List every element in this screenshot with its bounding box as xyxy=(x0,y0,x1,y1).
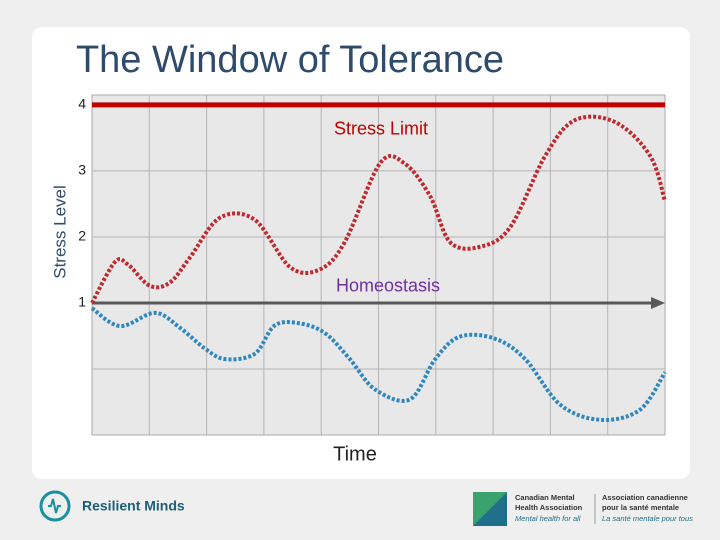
logo-text: Health Association xyxy=(515,503,583,512)
right-logo: Canadian Mental Health Association Menta… xyxy=(473,492,693,526)
logo-icon xyxy=(473,492,507,526)
logo-text: Mental health for all xyxy=(515,514,581,523)
logo-text: pour la santé mentale xyxy=(602,503,679,512)
plot: 1 2 3 4 Stress Limit Homeostasis xyxy=(78,94,667,436)
x-axis-label: Time xyxy=(333,443,377,465)
logo-text: Canadian Mental xyxy=(515,493,575,502)
y-tick-label: 3 xyxy=(78,162,86,178)
left-logo: Resilient Minds xyxy=(39,490,185,522)
logo-text: Association canadienne xyxy=(602,493,688,502)
series-line xyxy=(90,306,667,422)
y-tick-label: 4 xyxy=(78,96,86,112)
logo-icon xyxy=(48,498,61,514)
series-line xyxy=(90,114,667,304)
reference-label: Homeostasis xyxy=(336,276,440,296)
arrow-head xyxy=(651,296,665,309)
y-axis-label: Stress Level xyxy=(50,185,69,279)
logo-text: Resilient Minds xyxy=(82,498,185,514)
logo-text: La santé mentale pour tous xyxy=(602,514,693,523)
y-tick-label: 2 xyxy=(78,228,86,244)
y-tick-label: 1 xyxy=(78,294,86,310)
chart-title: The Window of Tolerance xyxy=(76,39,504,81)
reference-label: Stress Limit xyxy=(334,119,428,139)
logo-icon xyxy=(39,490,71,522)
